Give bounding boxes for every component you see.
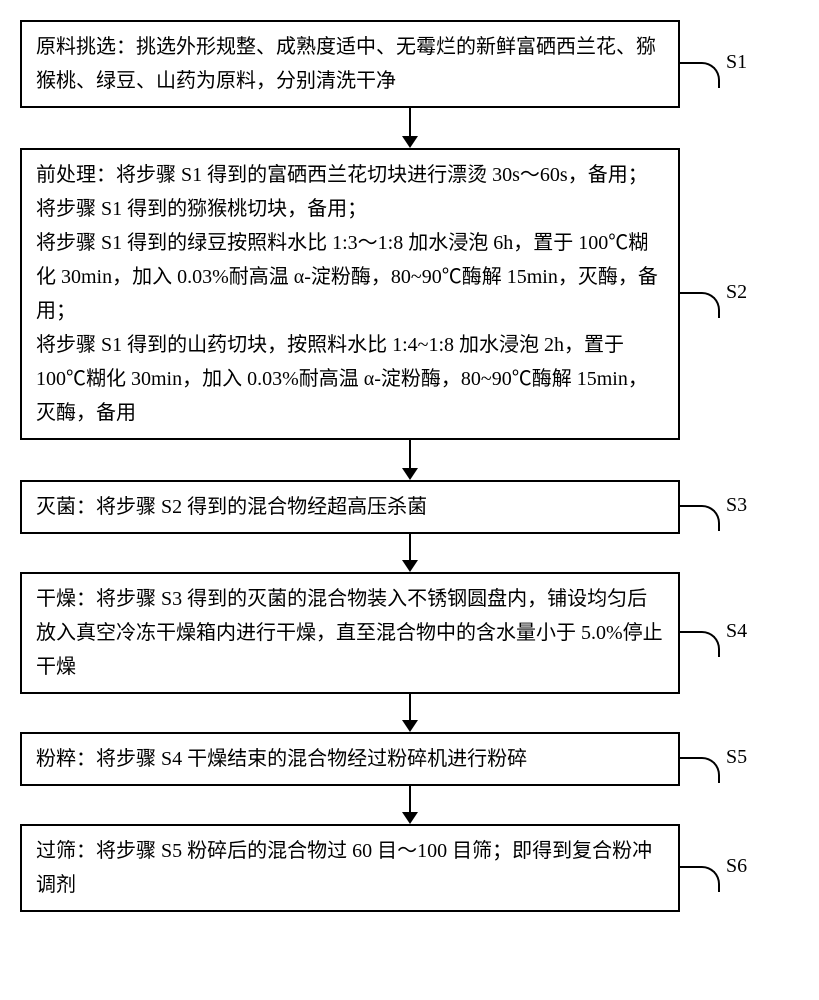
arrow-line: [409, 694, 411, 720]
connector-curve: [678, 505, 720, 531]
arrow-line: [409, 534, 411, 560]
arrow-s5-s6: [80, 786, 740, 824]
step-label-s2: S2: [726, 281, 747, 304]
step-label-s6: S6: [726, 855, 747, 878]
arrow-s4-s5: [80, 694, 740, 732]
step-row-s5: 粉粹：将步骤 S4 干燥结束的混合物经过粉碎机进行粉碎 S5: [20, 732, 800, 786]
connector-curve: [678, 757, 720, 783]
label-col-s3: S3: [680, 483, 780, 531]
step-row-s4: 干燥：将步骤 S3 得到的灭菌的混合物装入不锈钢圆盘内，铺设均匀后放入真空冷冻干…: [20, 572, 800, 694]
arrow-line: [409, 440, 411, 468]
arrow-s2-s3: [80, 440, 740, 480]
connector-curve: [678, 62, 720, 88]
step-box-s2: 前处理：将步骤 S1 得到的富硒西兰花切块进行漂烫 30s～60s，备用；将步骤…: [20, 148, 680, 440]
label-col-s6: S6: [680, 844, 780, 892]
connector-curve: [678, 292, 720, 318]
step-label-s4: S4: [726, 620, 747, 643]
label-col-s1: S1: [680, 40, 780, 88]
arrow-head-icon: [402, 468, 418, 480]
label-col-s5: S5: [680, 735, 780, 783]
connector-curve: [678, 866, 720, 892]
step-box-s5: 粉粹：将步骤 S4 干燥结束的混合物经过粉碎机进行粉碎: [20, 732, 680, 786]
arrow-s1-s2: [80, 108, 740, 148]
step-row-s6: 过筛：将步骤 S5 粉碎后的混合物过 60 目～100 目筛；即得到复合粉冲调剂…: [20, 824, 800, 912]
step-row-s1: 原料挑选：挑选外形规整、成熟度适中、无霉烂的新鲜富硒西兰花、猕猴桃、绿豆、山药为…: [20, 20, 800, 108]
step-label-s3: S3: [726, 494, 747, 517]
step-row-s2: 前处理：将步骤 S1 得到的富硒西兰花切块进行漂烫 30s～60s，备用；将步骤…: [20, 148, 800, 440]
arrow-line: [409, 786, 411, 812]
arrow-head-icon: [402, 812, 418, 824]
arrow-s3-s4: [80, 534, 740, 572]
arrow-line: [409, 108, 411, 136]
label-col-s4: S4: [680, 609, 780, 657]
arrow-head-icon: [402, 136, 418, 148]
step-box-s4: 干燥：将步骤 S3 得到的灭菌的混合物装入不锈钢圆盘内，铺设均匀后放入真空冷冻干…: [20, 572, 680, 694]
step-box-s6: 过筛：将步骤 S5 粉碎后的混合物过 60 目～100 目筛；即得到复合粉冲调剂: [20, 824, 680, 912]
flowchart: 原料挑选：挑选外形规整、成熟度适中、无霉烂的新鲜富硒西兰花、猕猴桃、绿豆、山药为…: [20, 20, 800, 912]
step-label-s5: S5: [726, 746, 747, 769]
step-label-s1: S1: [726, 51, 747, 74]
step-box-s3: 灭菌：将步骤 S2 得到的混合物经超高压杀菌: [20, 480, 680, 534]
arrow-head-icon: [402, 560, 418, 572]
connector-curve: [678, 631, 720, 657]
arrow-head-icon: [402, 720, 418, 732]
step-box-s1: 原料挑选：挑选外形规整、成熟度适中、无霉烂的新鲜富硒西兰花、猕猴桃、绿豆、山药为…: [20, 20, 680, 108]
step-row-s3: 灭菌：将步骤 S2 得到的混合物经超高压杀菌 S3: [20, 480, 800, 534]
label-col-s2: S2: [680, 270, 780, 318]
